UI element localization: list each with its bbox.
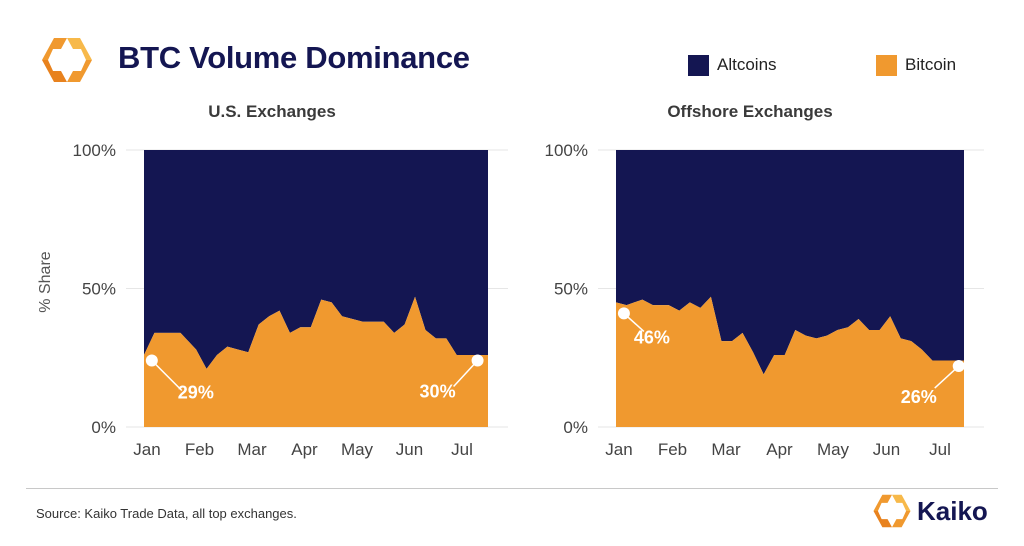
x-tick-label-offshore-jun: Jun — [873, 440, 900, 459]
legend-label-bitcoin: Bitcoin — [905, 55, 957, 74]
chart-title: BTC Volume Dominance — [118, 40, 470, 75]
legend-swatch-bitcoin — [876, 54, 897, 76]
altcoins-area-offshore — [616, 150, 964, 375]
bitcoin-area-us — [144, 296, 488, 427]
legend-label-altcoins: Altcoins — [717, 55, 777, 74]
y-tick-label-offshore-100: 100% — [545, 141, 588, 160]
annotation-marker-us-0 — [145, 354, 158, 367]
subtitle-us-exchanges: U.S. Exchanges — [208, 102, 336, 121]
annotation-label-offshore-0: 46% — [634, 327, 670, 347]
bitcoin-area-offshore — [616, 296, 964, 427]
annotation-leader-us-0 — [151, 359, 183, 392]
y-tick-label-us-0: 0% — [91, 418, 116, 437]
x-tick-label-us-mar: Mar — [237, 440, 267, 459]
x-tick-label-offshore-jul: Jul — [929, 440, 951, 459]
x-tick-label-offshore-mar: Mar — [711, 440, 741, 459]
x-tick-label-us-jun: Jun — [396, 440, 423, 459]
y-tick-label-offshore-0: 0% — [563, 418, 588, 437]
x-tick-label-us-jul: Jul — [451, 440, 473, 459]
altcoins-area-us — [144, 150, 488, 369]
y-tick-label-offshore-50: 50% — [554, 280, 588, 299]
x-tick-label-offshore-apr: Apr — [766, 440, 793, 459]
footer-divider — [26, 488, 998, 489]
annotation-marker-us-1 — [471, 354, 484, 367]
annotation-label-offshore-1: 26% — [901, 387, 937, 407]
kaiko-logo-icon — [42, 38, 92, 82]
legend-item-altcoins: Altcoins — [688, 54, 777, 76]
x-tick-label-offshore-may: May — [817, 440, 850, 459]
y-tick-label-us-50: 50% — [82, 280, 116, 299]
annotation-marker-offshore-1 — [952, 360, 965, 373]
x-tick-label-us-may: May — [341, 440, 374, 459]
kaiko-brand-icon — [873, 494, 911, 528]
y-tick-label-us-100: 100% — [73, 141, 116, 160]
legend-item-bitcoin: Bitcoin — [876, 54, 956, 76]
annotation-marker-offshore-0 — [617, 307, 630, 320]
subtitle-offshore-exchanges: Offshore Exchanges — [667, 102, 833, 121]
x-tick-label-offshore-jan: Jan — [605, 440, 632, 459]
brand-name: Kaiko — [917, 496, 988, 526]
annotation-label-us-1: 30% — [420, 382, 456, 402]
x-tick-label-us-apr: Apr — [291, 440, 318, 459]
x-tick-label-us-feb: Feb — [185, 440, 214, 459]
x-tick-label-us-jan: Jan — [133, 440, 160, 459]
x-tick-label-offshore-feb: Feb — [658, 440, 687, 459]
annotation-label-us-0: 29% — [178, 383, 214, 403]
source-note: Source: Kaiko Trade Data, all top exchan… — [36, 506, 297, 521]
legend-swatch-altcoins — [688, 54, 709, 76]
